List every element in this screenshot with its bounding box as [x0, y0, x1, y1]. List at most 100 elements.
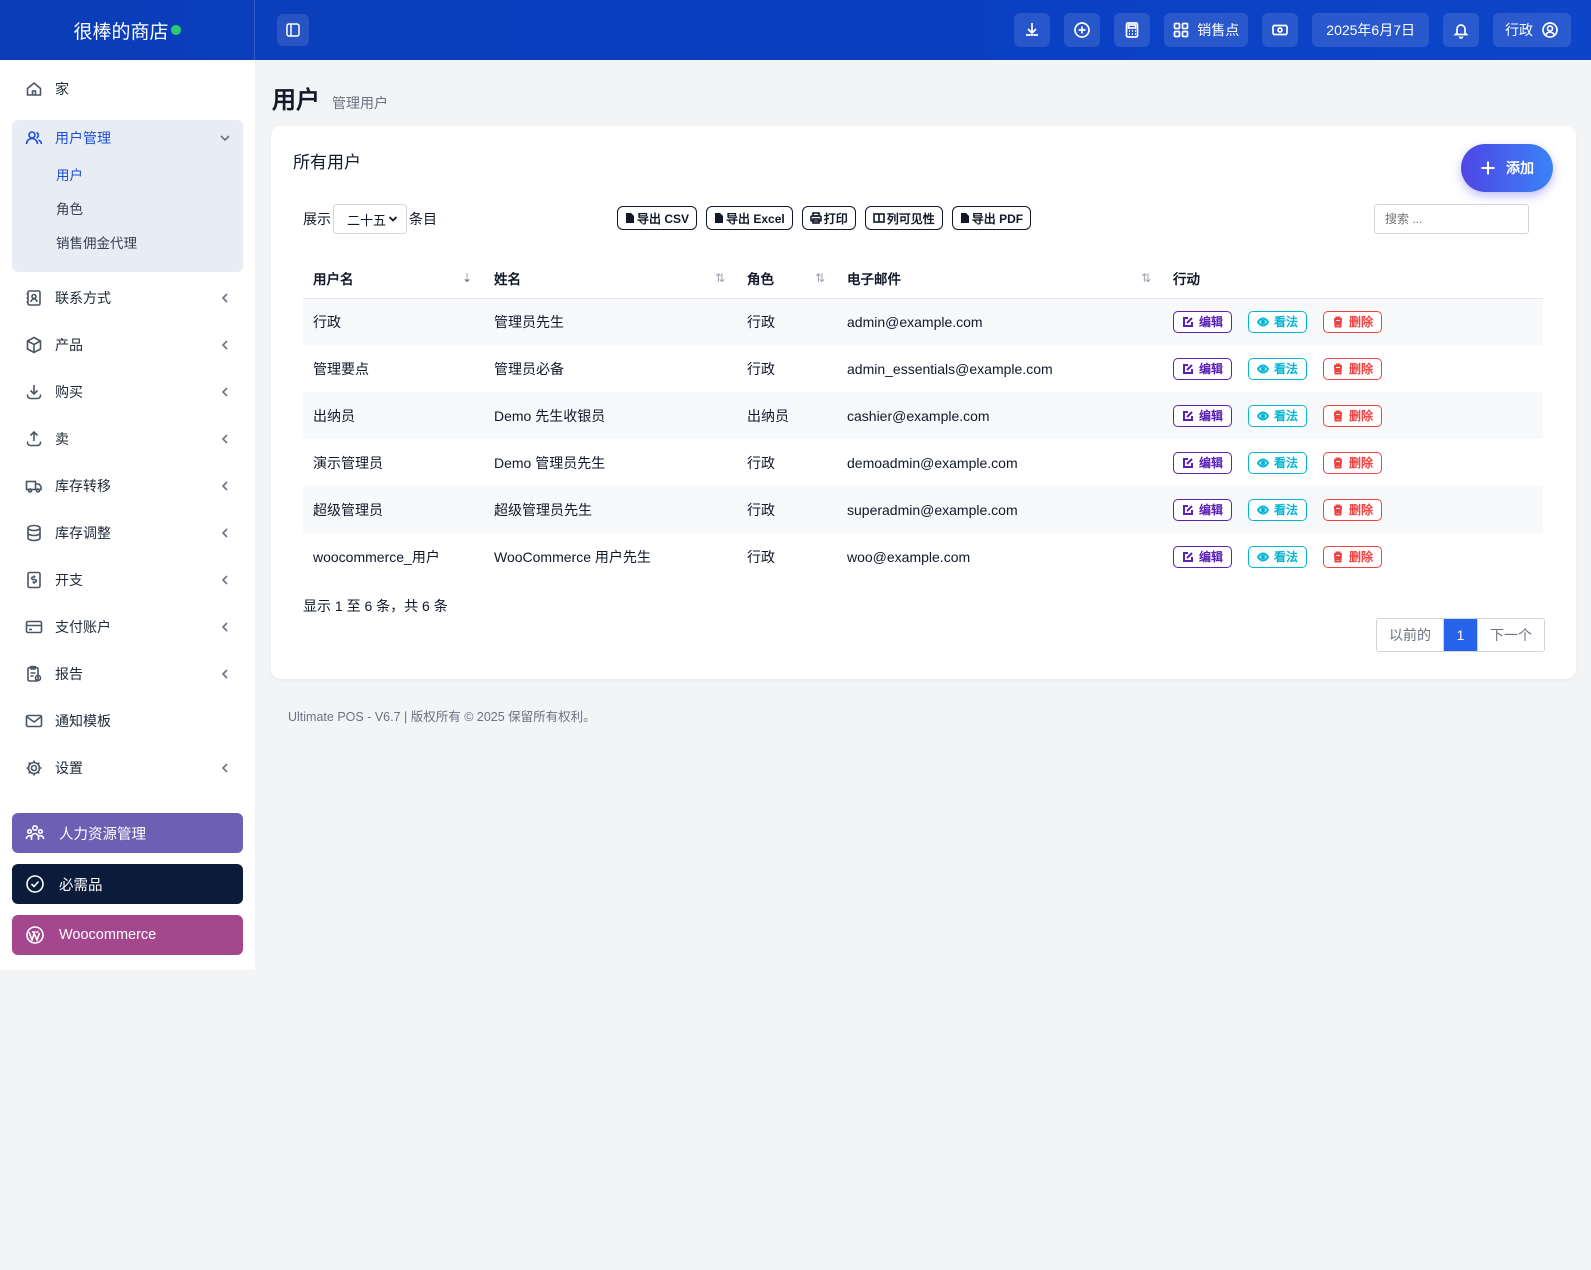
sidebar-subitem-users[interactable]: 用户: [56, 168, 83, 183]
edit-button[interactable]: 编辑: [1173, 451, 1233, 474]
brand[interactable]: 很棒的商店: [0, 0, 255, 60]
add-quick-button[interactable]: [1064, 13, 1101, 47]
cell-username: 管理要点: [313, 360, 369, 377]
edit-button[interactable]: 编辑: [1173, 310, 1233, 333]
export-csv-button[interactable]: 导出 CSV: [617, 206, 698, 230]
sidebar-item-expenses[interactable]: 开支: [12, 560, 243, 600]
export-pdf-button[interactable]: 导出 PDF: [951, 206, 1032, 230]
bell-icon: [1453, 24, 1469, 39]
view-button[interactable]: 看法: [1248, 404, 1308, 427]
cell-username: woocommerce_用户: [313, 548, 440, 565]
chevron-left-icon: [221, 293, 228, 303]
column-header-actions: 行动: [1163, 258, 1543, 299]
cell-email: superadmin@example.com: [837, 486, 1163, 533]
pagination-prev-button[interactable]: 以前的: [1377, 619, 1444, 651]
view-button[interactable]: 看法: [1248, 310, 1308, 333]
truck-icon: [25, 480, 42, 493]
edit-icon: [1183, 410, 1193, 421]
sidebar-subitem-commission-agents[interactable]: 销售佣金代理: [56, 236, 137, 251]
sidebar-item-sell[interactable]: 卖: [12, 419, 243, 459]
export-excel-button[interactable]: 导出 Excel: [706, 206, 793, 230]
users-card: 所有用户 添加 展示 二十五 条目 导出 CSV 导出 Excel 打印 列可见…: [271, 126, 1576, 679]
delete-button[interactable]: 删除: [1323, 451, 1383, 474]
sidebar-item-stock-adjustment[interactable]: 库存调整: [12, 513, 243, 553]
sidebar-item-purchases[interactable]: 购买: [12, 372, 243, 412]
sidebar-item-home[interactable]: 家: [12, 69, 243, 109]
edit-label: 编辑: [1199, 456, 1224, 470]
table-row: 出纳员 Demo 先生收银员 出纳员 cashier@example.com 编辑 看法删…: [303, 392, 1543, 439]
column-header-role[interactable]: 角色 ⇅: [737, 258, 837, 299]
export-buttons: 导出 CSV 导出 Excel 打印 列可见性 导出 PDF: [617, 206, 1032, 230]
sidebar-toggle-button[interactable]: [277, 14, 309, 46]
print-button[interactable]: 打印: [801, 206, 856, 230]
sidebar-item-label: 家: [55, 81, 69, 97]
edit-label: 编辑: [1199, 503, 1224, 517]
date-display[interactable]: 2025年6月7日: [1312, 13, 1429, 47]
sidebar-item-products[interactable]: 产品: [12, 325, 243, 365]
delete-button[interactable]: 删除: [1323, 498, 1383, 521]
users-table: 用户名 ⇣ 姓名 ⇅ 角色 ⇅ 电子邮件 ⇅ 行动 行政 管理员先生 行政 admin@exa…: [303, 258, 1543, 580]
sidebar-item-contacts[interactable]: 联系方式: [12, 278, 243, 318]
chevron-left-icon: [221, 481, 228, 491]
column-header-username[interactable]: 用户名 ⇣: [303, 258, 484, 299]
chevron-left-icon: [221, 622, 228, 632]
sidebar-item-reports[interactable]: 报告: [12, 654, 243, 694]
header-label: 行动: [1173, 271, 1200, 287]
sidebar-item-essentials[interactable]: 必需品: [12, 864, 243, 904]
pagination-page-1[interactable]: 1: [1444, 619, 1478, 651]
trash-icon: [1334, 363, 1343, 374]
view-button[interactable]: 看法: [1248, 357, 1308, 380]
sidebar-item-notification-templates[interactable]: 通知模板: [12, 701, 243, 741]
delete-button[interactable]: 删除: [1323, 357, 1383, 380]
printer-icon: [809, 212, 822, 224]
view-label: 看法: [1274, 409, 1299, 423]
show-label: 展示: [303, 211, 331, 227]
calculator-icon: [1125, 22, 1139, 38]
sidebar-item-hrm[interactable]: 人力资源管理: [12, 813, 243, 853]
sidebar-subitem-roles[interactable]: 角色: [56, 202, 83, 217]
search-input[interactable]: [1374, 204, 1529, 234]
cell-email: admin_essentials@example.com: [847, 360, 1053, 377]
column-header-name[interactable]: 姓名 ⇅: [484, 258, 737, 299]
cash-button[interactable]: [1262, 13, 1299, 47]
database-icon: [27, 524, 41, 542]
edit-button[interactable]: 编辑: [1173, 357, 1233, 380]
calculator-button[interactable]: [1114, 13, 1151, 47]
sort-icon: ⇅: [1140, 271, 1151, 285]
download-button[interactable]: [1014, 13, 1051, 47]
add-user-button[interactable]: 添加: [1461, 144, 1553, 192]
user-menu-button[interactable]: 行政: [1493, 13, 1571, 47]
column-visibility-button[interactable]: 列可见性: [864, 206, 943, 230]
cell-email: admin@example.com: [837, 298, 1163, 345]
view-button[interactable]: 看法: [1248, 451, 1308, 474]
delete-button[interactable]: 删除: [1323, 310, 1383, 333]
edit-button[interactable]: 编辑: [1173, 404, 1233, 427]
page-length-select[interactable]: 二十五: [333, 204, 407, 234]
edit-button[interactable]: 编辑: [1173, 545, 1233, 568]
table-info: 显示 1 至 6 条，共 6 条: [303, 598, 448, 614]
view-button[interactable]: 看法: [1248, 498, 1308, 521]
sidebar-item-label: 库存转移: [55, 478, 111, 494]
sidebar-item-payment-accounts[interactable]: 支付账户: [12, 607, 243, 647]
pos-button[interactable]: 销售点: [1164, 13, 1249, 47]
sidebar-item-user-management[interactable]: 用户管理: [12, 120, 243, 156]
sidebar-item-settings[interactable]: 设置: [12, 748, 243, 788]
page-length-control: 展示 二十五 条目: [303, 204, 437, 234]
pagination-next-button[interactable]: 下一个: [1478, 619, 1544, 651]
edit-button[interactable]: 编辑: [1173, 498, 1233, 521]
cell-username: 出纳员: [303, 392, 484, 439]
users-icon: [25, 131, 43, 145]
delete-button[interactable]: 删除: [1323, 404, 1383, 427]
view-button[interactable]: 看法: [1248, 545, 1308, 568]
card-title: 所有用户: [293, 153, 361, 172]
sidebar-item-woocommerce[interactable]: Woocommerce: [12, 915, 243, 955]
delete-button[interactable]: 删除: [1323, 545, 1383, 568]
view-label: 看法: [1274, 550, 1299, 564]
notifications-button[interactable]: [1443, 13, 1479, 47]
sidebar-item-stock-transfer[interactable]: 库存转移: [12, 466, 243, 506]
file-icon: [960, 213, 969, 223]
check-circle-icon: [26, 875, 44, 893]
trash-icon: [1334, 551, 1343, 562]
column-header-email[interactable]: 电子邮件 ⇅: [837, 258, 1163, 299]
cell-role: 行政: [737, 298, 837, 345]
